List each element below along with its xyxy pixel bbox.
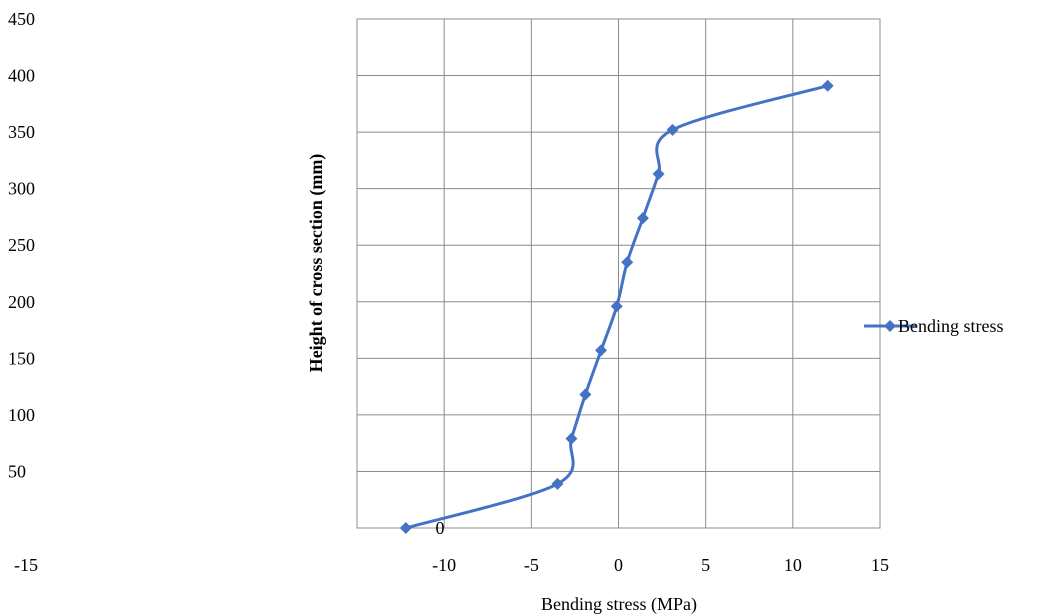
data-point-marker	[666, 123, 679, 136]
grid-lines	[356, 18, 881, 529]
x-tick-label: 10	[784, 555, 802, 575]
y-tick-label: 400	[8, 66, 35, 86]
x-tick-label: -10	[432, 555, 456, 575]
y-tick-label: 300	[8, 179, 35, 199]
y-tick-label: 50	[8, 461, 26, 481]
x-tick-labels: -15 -10 -5 0 5 10 15	[14, 555, 889, 575]
data-point-marker	[821, 79, 834, 92]
y-tick-label: 450	[8, 9, 35, 29]
series-markers	[399, 79, 834, 534]
y-tick-label: 250	[8, 235, 35, 255]
x-tick-label: 0	[614, 555, 623, 575]
data-point-marker	[565, 432, 578, 445]
y-axis-title: Height of cross section (mm)	[306, 154, 327, 373]
x-tick-label: -15	[14, 555, 38, 575]
y-tick-label: 150	[8, 348, 35, 368]
data-point-marker	[652, 167, 665, 180]
y-tick-label: 100	[8, 405, 35, 425]
data-point-marker	[595, 344, 608, 357]
plot-area-border	[356, 18, 881, 529]
y-tick-labels: 0 50 100 150 200 250 300 350 400 450	[8, 9, 445, 538]
x-tick-label: 5	[701, 555, 710, 575]
data-point-marker	[551, 477, 564, 490]
legend-label-bending-stress: Bending stress	[898, 316, 1004, 336]
y-tick-label: 350	[8, 122, 35, 142]
data-point-marker	[610, 300, 623, 313]
y-tick-label: 0	[436, 518, 445, 538]
legend-marker-bending-stress	[884, 320, 896, 332]
data-point-marker	[399, 522, 412, 534]
data-point-marker	[621, 256, 634, 269]
x-tick-label: -5	[524, 555, 539, 575]
data-point-marker	[579, 388, 592, 401]
x-axis-title: Bending stress (MPa)	[541, 594, 697, 615]
legend: Bending stress	[864, 316, 1004, 336]
y-tick-label: 200	[8, 292, 35, 312]
x-tick-label: 15	[871, 555, 889, 575]
data-point-marker	[636, 212, 649, 225]
